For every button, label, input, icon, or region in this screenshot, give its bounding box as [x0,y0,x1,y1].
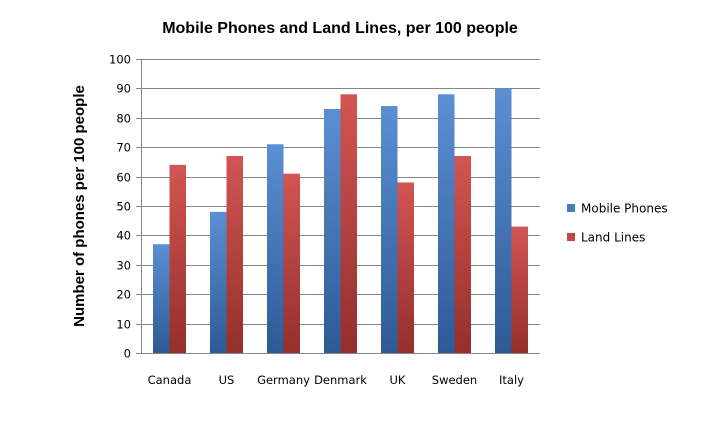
legend-label-land-lines: Land Lines [581,231,645,245]
y-tick-label: 30 [116,259,131,273]
bar-land-lines-italy [511,226,528,353]
x-axis-ticks: Canada US Germany Denmark UK Sweden Italy [148,373,525,387]
y-tick-label: 80 [116,112,131,126]
x-tick-label: US [219,373,235,387]
legend-swatch-mobile-phones [567,204,575,212]
y-axis-label: Number of phones per 100 people [71,85,88,327]
y-tick-label: 60 [116,171,131,185]
y-tick-label: 20 [116,288,131,302]
bar-mobile-phones-canada [153,244,170,353]
y-tick-label: 70 [116,141,131,155]
bar-mobile-phones-italy [495,88,512,354]
chart-title: Mobile Phones and Land Lines, per 100 pe… [162,20,518,37]
legend-label-mobile-phones: Mobile Phones [581,202,668,216]
y-tick-label: 40 [116,229,131,243]
bar-mobile-phones-sweden [438,94,455,353]
bar-land-lines-canada [169,164,186,353]
y-tick-label: 10 [116,318,131,332]
x-tick-label: Italy [499,373,524,387]
bar-land-lines-denmark [340,94,357,353]
bars [153,88,528,354]
legend: Mobile Phones Land Lines [567,202,668,245]
y-tick-label: 50 [116,200,131,214]
y-tick-label: 0 [124,347,131,361]
x-tick-label: Germany [257,373,310,387]
y-tick-label: 90 [116,82,131,96]
x-tick-label: Canada [148,373,192,387]
bar-land-lines-us [226,156,243,353]
bar-mobile-phones-germany [267,144,284,353]
bar-land-lines-germany [283,173,300,353]
x-tick-label: Denmark [314,373,367,387]
bar-mobile-phones-uk [381,106,398,353]
bar-land-lines-sweden [454,156,471,353]
legend-swatch-land-lines [567,233,575,241]
bar-land-lines-uk [397,182,414,353]
bar-mobile-phones-denmark [324,108,341,353]
bar-mobile-phones-us [210,211,227,353]
x-tick-label: UK [390,373,406,387]
y-axis-ticks: 0 10 20 30 40 50 60 70 80 90 100 [109,53,142,361]
x-tick-label: Sweden [432,373,477,387]
y-tick-label: 100 [109,53,131,67]
